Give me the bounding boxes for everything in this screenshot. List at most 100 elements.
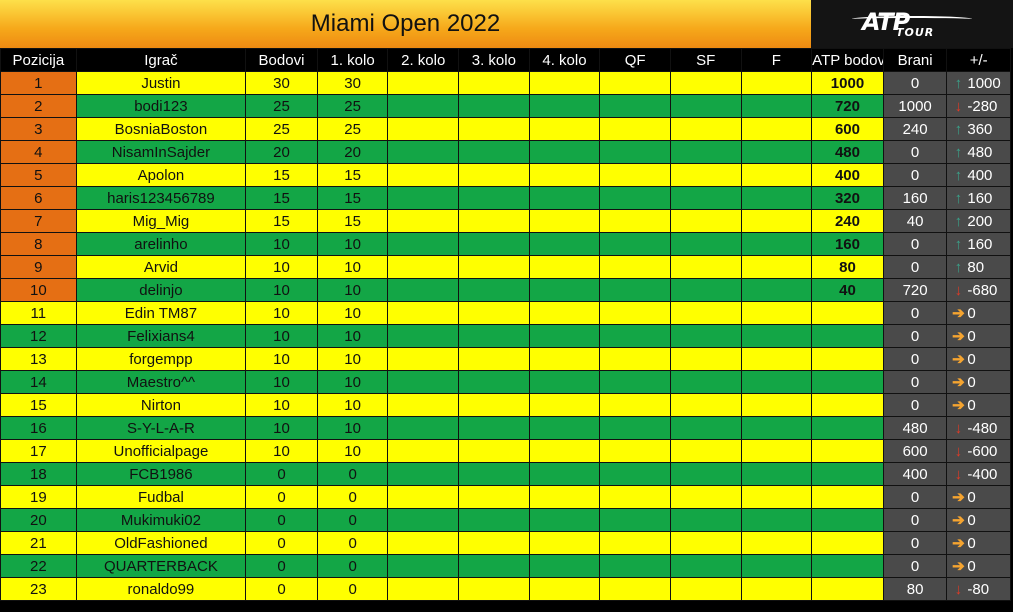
change-cell: ↑ 400 (946, 163, 1011, 187)
points-cell: 15 (245, 209, 318, 233)
table-row: 12 Felixians4 10 10 0 ➔ 0 (0, 324, 1011, 348)
change-value: 400 (967, 166, 993, 184)
qf-cell (599, 370, 671, 394)
atp-points-cell: 720 (811, 94, 884, 118)
arrow-down-icon: ↓ (954, 465, 963, 483)
points-cell: 0 (245, 485, 318, 509)
round2-cell (387, 554, 460, 578)
final-cell (740, 301, 813, 325)
player-cell: Apolon (75, 163, 247, 187)
qf-cell (599, 439, 671, 463)
column-header-bodovi: Bodovi (245, 48, 318, 72)
round1-cell: 10 (316, 347, 389, 371)
table-row: 4 NisamInSajder 20 20 480 0 ↑ 480 (0, 140, 1011, 164)
player-cell: Felixians4 (75, 324, 247, 348)
qf-cell (599, 324, 671, 348)
change-cell: ↓ -480 (946, 416, 1011, 440)
change-value: 160 (967, 189, 993, 207)
defending-cell: 0 (882, 324, 948, 348)
round1-cell: 0 (316, 485, 389, 509)
round1-cell: 25 (316, 117, 389, 141)
player-cell: bodi123 (75, 94, 247, 118)
position-cell: 5 (0, 163, 77, 187)
column-header-qf: QF (599, 48, 671, 72)
arrow-right-icon: ➔ (952, 512, 965, 529)
defending-cell: 0 (882, 301, 948, 325)
change-value: 0 (967, 328, 976, 345)
qf-cell (599, 301, 671, 325)
column-header-igrac: Igrač (75, 48, 247, 72)
change-value: 0 (967, 558, 976, 575)
arrow-right-icon: ➔ (952, 397, 965, 414)
qf-cell (599, 209, 671, 233)
arrow-up-icon: ↑ (954, 74, 963, 92)
atp-points-cell (811, 301, 884, 325)
sf-cell (669, 347, 742, 371)
table-row: 15 Nirton 10 10 0 ➔ 0 (0, 393, 1011, 417)
round3-cell (458, 485, 530, 509)
change-value: 360 (967, 120, 993, 138)
round2-cell (387, 508, 460, 532)
player-cell: FCB1986 (75, 462, 247, 486)
round1-cell: 0 (316, 577, 389, 601)
round2-cell (387, 255, 460, 279)
arrow-up-icon: ↑ (954, 143, 963, 161)
atp-points-cell (811, 508, 884, 532)
round4-cell (528, 324, 601, 348)
qf-cell (599, 186, 671, 210)
change-cell: ➔ 0 (946, 531, 1011, 555)
round3-cell (458, 163, 530, 187)
player-cell: OldFashioned (75, 531, 247, 555)
player-cell: Mig_Mig (75, 209, 247, 233)
player-cell: forgempp (75, 347, 247, 371)
qf-cell (599, 163, 671, 187)
points-cell: 10 (245, 255, 318, 279)
qf-cell (599, 485, 671, 509)
position-cell: 14 (0, 370, 77, 394)
change-cell: ➔ 0 (946, 370, 1011, 394)
round1-cell: 0 (316, 554, 389, 578)
final-cell (740, 71, 813, 95)
final-cell (740, 347, 813, 371)
round4-cell (528, 393, 601, 417)
defending-cell: 0 (882, 370, 948, 394)
round3-cell (458, 393, 530, 417)
sf-cell (669, 278, 742, 302)
atp-points-cell (811, 531, 884, 555)
player-cell: S-Y-L-A-R (75, 416, 247, 440)
qf-cell (599, 347, 671, 371)
change-cell: ➔ 0 (946, 324, 1011, 348)
change-value: 0 (967, 512, 976, 529)
round2-cell (387, 439, 460, 463)
round4-cell (528, 370, 601, 394)
qf-cell (599, 255, 671, 279)
change-value: 1000 (967, 74, 1001, 92)
round2-cell (387, 232, 460, 256)
arrow-right-icon: ➔ (952, 374, 965, 391)
defending-cell: 0 (882, 71, 948, 95)
sf-cell (669, 508, 742, 532)
position-cell: 13 (0, 347, 77, 371)
round4-cell (528, 71, 601, 95)
defending-cell: 0 (882, 554, 948, 578)
position-cell: 3 (0, 117, 77, 141)
change-cell: ↑ 80 (946, 255, 1011, 279)
round2-cell (387, 94, 460, 118)
round3-cell (458, 462, 530, 486)
arrow-down-icon: ↓ (954, 580, 963, 598)
player-cell: delinjo (75, 278, 247, 302)
position-cell: 9 (0, 255, 77, 279)
table-row: 14 Maestro^^ 10 10 0 ➔ 0 (0, 370, 1011, 394)
player-cell: QUARTERBACK (75, 554, 247, 578)
atp-points-cell: 240 (811, 209, 884, 233)
player-cell: Maestro^^ (75, 370, 247, 394)
round3-cell (458, 531, 530, 555)
change-cell: ↑ 200 (946, 209, 1011, 233)
atp-points-cell (811, 485, 884, 509)
round1-cell: 10 (316, 393, 389, 417)
table-row: 9 Arvid 10 10 80 0 ↑ 80 (0, 255, 1011, 279)
round3-cell (458, 370, 530, 394)
final-cell (740, 485, 813, 509)
points-cell: 0 (245, 554, 318, 578)
sf-cell (669, 186, 742, 210)
